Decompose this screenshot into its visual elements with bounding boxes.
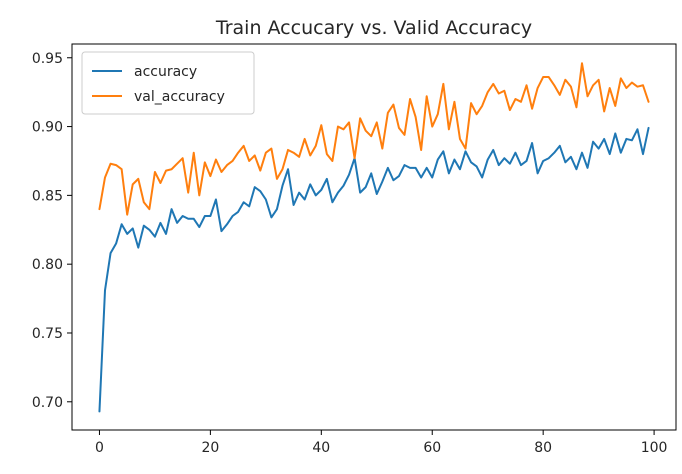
plot-marks: [98, 62, 650, 413]
legend: accuracy val_accuracy: [81, 51, 255, 115]
legend-label-val-accuracy: val_accuracy: [134, 89, 225, 105]
x-tick-label: 60: [423, 440, 441, 456]
x-tick-label: 40: [312, 440, 330, 456]
x-axis: 0 20 40 60 80 100: [95, 430, 667, 456]
x-tick-label: 20: [201, 440, 219, 456]
legend-label-accuracy: accuracy: [134, 64, 197, 80]
y-axis: 0.70 0.75 0.80 0.85 0.90 0.95: [32, 51, 72, 411]
y-tick-label: 0.75: [32, 326, 63, 342]
x-tick-label: 80: [534, 440, 552, 456]
x-tick-label: 100: [641, 440, 668, 456]
legend-box: [81, 51, 255, 115]
y-tick-label: 0.80: [32, 257, 63, 273]
y-tick-label: 0.95: [32, 51, 63, 67]
y-tick-label: 0.90: [32, 120, 63, 136]
y-tick-label: 0.70: [32, 395, 63, 411]
series-line-val-accuracy: [98, 62, 650, 216]
x-tick-label: 0: [95, 440, 104, 456]
series-line-accuracy: [98, 126, 650, 413]
y-tick-label: 0.85: [32, 188, 63, 204]
plot-area-frame: [71, 43, 677, 431]
chart-title: Train Accucary vs. Valid Accuracy: [215, 17, 532, 39]
